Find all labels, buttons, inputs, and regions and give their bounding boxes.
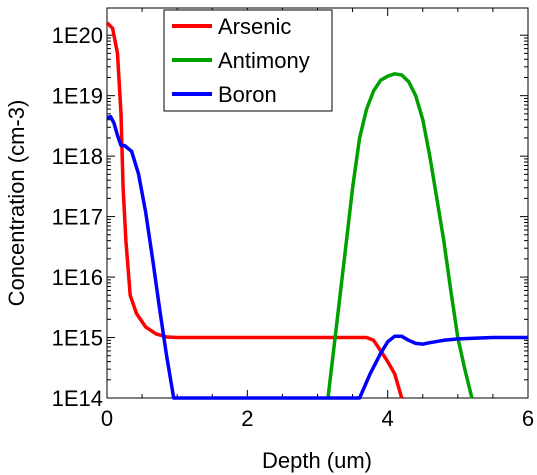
y-tick-label: 1E19 [52,84,103,109]
y-tick-label: 1E16 [52,265,103,290]
y-tick-label: 1E20 [52,23,103,48]
series-line-boron [106,114,528,400]
y-tick-label: 1E18 [52,144,103,169]
y-axis-label: Concentration (cm-3) [4,100,29,307]
y-tick-label: 1E15 [52,326,103,351]
series-line-antimony [326,72,474,399]
series-layer [105,21,528,400]
legend-label-boron: Boron [218,82,277,107]
legend-label-arsenic: Arsenic [218,14,291,39]
y-axis: 1E14 1E15 1E16 1E17 1E18 1E19 1E20 [52,23,528,411]
x-tick-label: 6 [522,406,534,431]
y-tick-label: 1E14 [52,386,103,411]
x-tick-label: 2 [241,406,253,431]
legend: Arsenic Antimony Boron [163,9,333,112]
x-tick-label: 0 [101,406,113,431]
series-line-arsenic [105,21,404,399]
legend-label-antimony: Antimony [218,48,310,73]
y-tick-label: 1E17 [52,205,103,230]
x-axis-label: Depth (um) [262,448,372,473]
x-tick-label: 4 [382,406,394,431]
